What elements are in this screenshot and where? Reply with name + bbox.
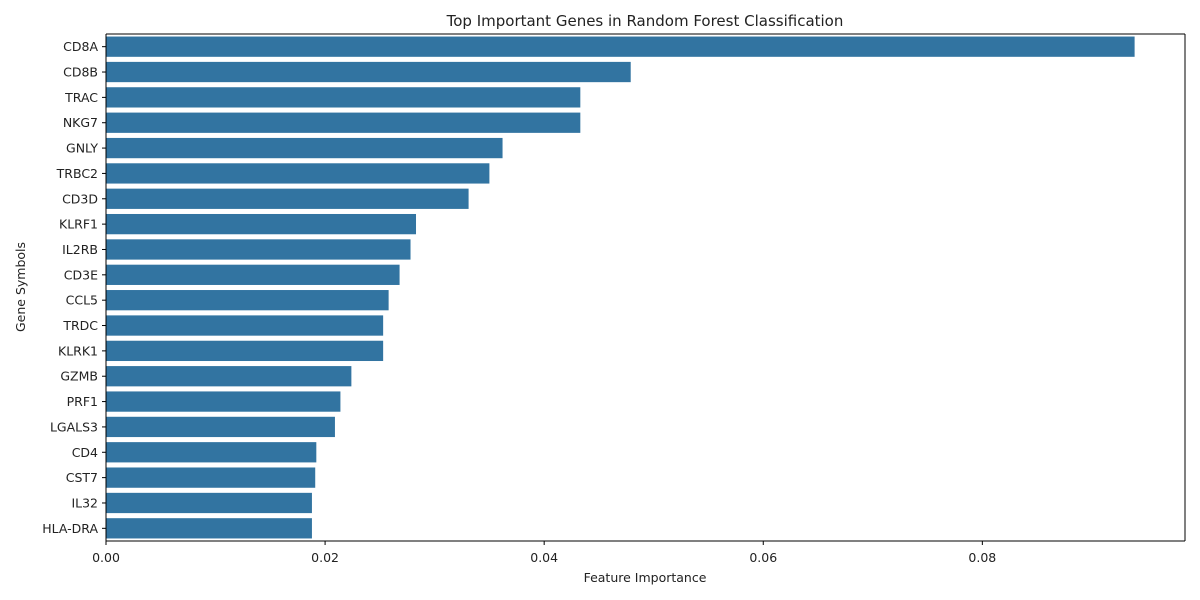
- y-tick-label: IL2RB: [62, 242, 98, 257]
- bar-trbc2: [106, 163, 490, 184]
- y-tick-label: CCL5: [66, 293, 98, 308]
- y-tick-label: GNLY: [66, 141, 98, 156]
- y-tick-label: CD4: [72, 445, 98, 460]
- bar-il2rb: [106, 239, 411, 260]
- x-axis-label: Feature Importance: [584, 570, 707, 585]
- bar-lgals3: [106, 416, 335, 438]
- y-tick-label: CD8B: [63, 65, 98, 80]
- x-tick-label: 0.08: [968, 550, 996, 565]
- bar-cd8a: [106, 36, 1135, 57]
- bar-hla-dra: [106, 518, 312, 539]
- bar-ccl5: [106, 290, 389, 311]
- bar-trdc: [106, 315, 384, 336]
- y-tick-label: TRDC: [62, 318, 98, 333]
- y-tick-label: CST7: [66, 470, 98, 485]
- bar-cd3e: [106, 264, 400, 285]
- y-tick-label: PRF1: [67, 394, 98, 409]
- x-ticks-group: 0.00 0.02 0.04 0.06 0.08: [92, 541, 996, 565]
- bar-il32: [106, 492, 312, 514]
- y-tick-label: TRAC: [64, 90, 98, 105]
- chart-title: Top Important Genes in Random Forest Cla…: [446, 12, 844, 30]
- bar-trac: [106, 87, 581, 108]
- axes-frame: [105, 33, 1186, 542]
- x-tick-label: 0.06: [749, 550, 777, 565]
- bar-cst7: [106, 467, 316, 488]
- x-tick-label: 0.02: [311, 550, 339, 565]
- bar-gzmb: [106, 366, 352, 387]
- y-ticks-group: CD8A CD8B TRAC NKG7 GNLY TRBC2 CD3D KLRF1 IL2RB C…: [42, 39, 106, 536]
- bar-klrf1: [106, 213, 417, 235]
- y-tick-label: GZMB: [60, 369, 98, 384]
- bar-gnly: [106, 137, 503, 159]
- bars-group: [106, 36, 1135, 539]
- x-tick-label: 0.04: [530, 550, 558, 565]
- y-tick-label: CD3D: [62, 191, 98, 206]
- bar-prf1: [106, 391, 341, 412]
- y-tick-label: CD3E: [64, 267, 98, 282]
- y-tick-label: CD8A: [63, 39, 98, 54]
- y-tick-label: LGALS3: [50, 419, 98, 434]
- x-tick-label: 0.00: [92, 550, 120, 565]
- y-tick-label: KLRK1: [58, 343, 98, 358]
- bar-cd8b: [106, 61, 631, 83]
- y-tick-label: TRBC2: [56, 166, 98, 181]
- y-tick-label: IL32: [71, 495, 98, 510]
- bar-cd3d: [106, 188, 469, 209]
- y-tick-label: HLA-DRA: [42, 521, 98, 536]
- bar-cd4: [106, 442, 317, 463]
- bar-klrk1: [106, 340, 384, 362]
- y-axis-label: Gene Symbols: [13, 242, 28, 332]
- y-tick-label: KLRF1: [59, 217, 98, 232]
- bar-nkg7: [106, 112, 581, 133]
- y-tick-label: NKG7: [63, 115, 98, 130]
